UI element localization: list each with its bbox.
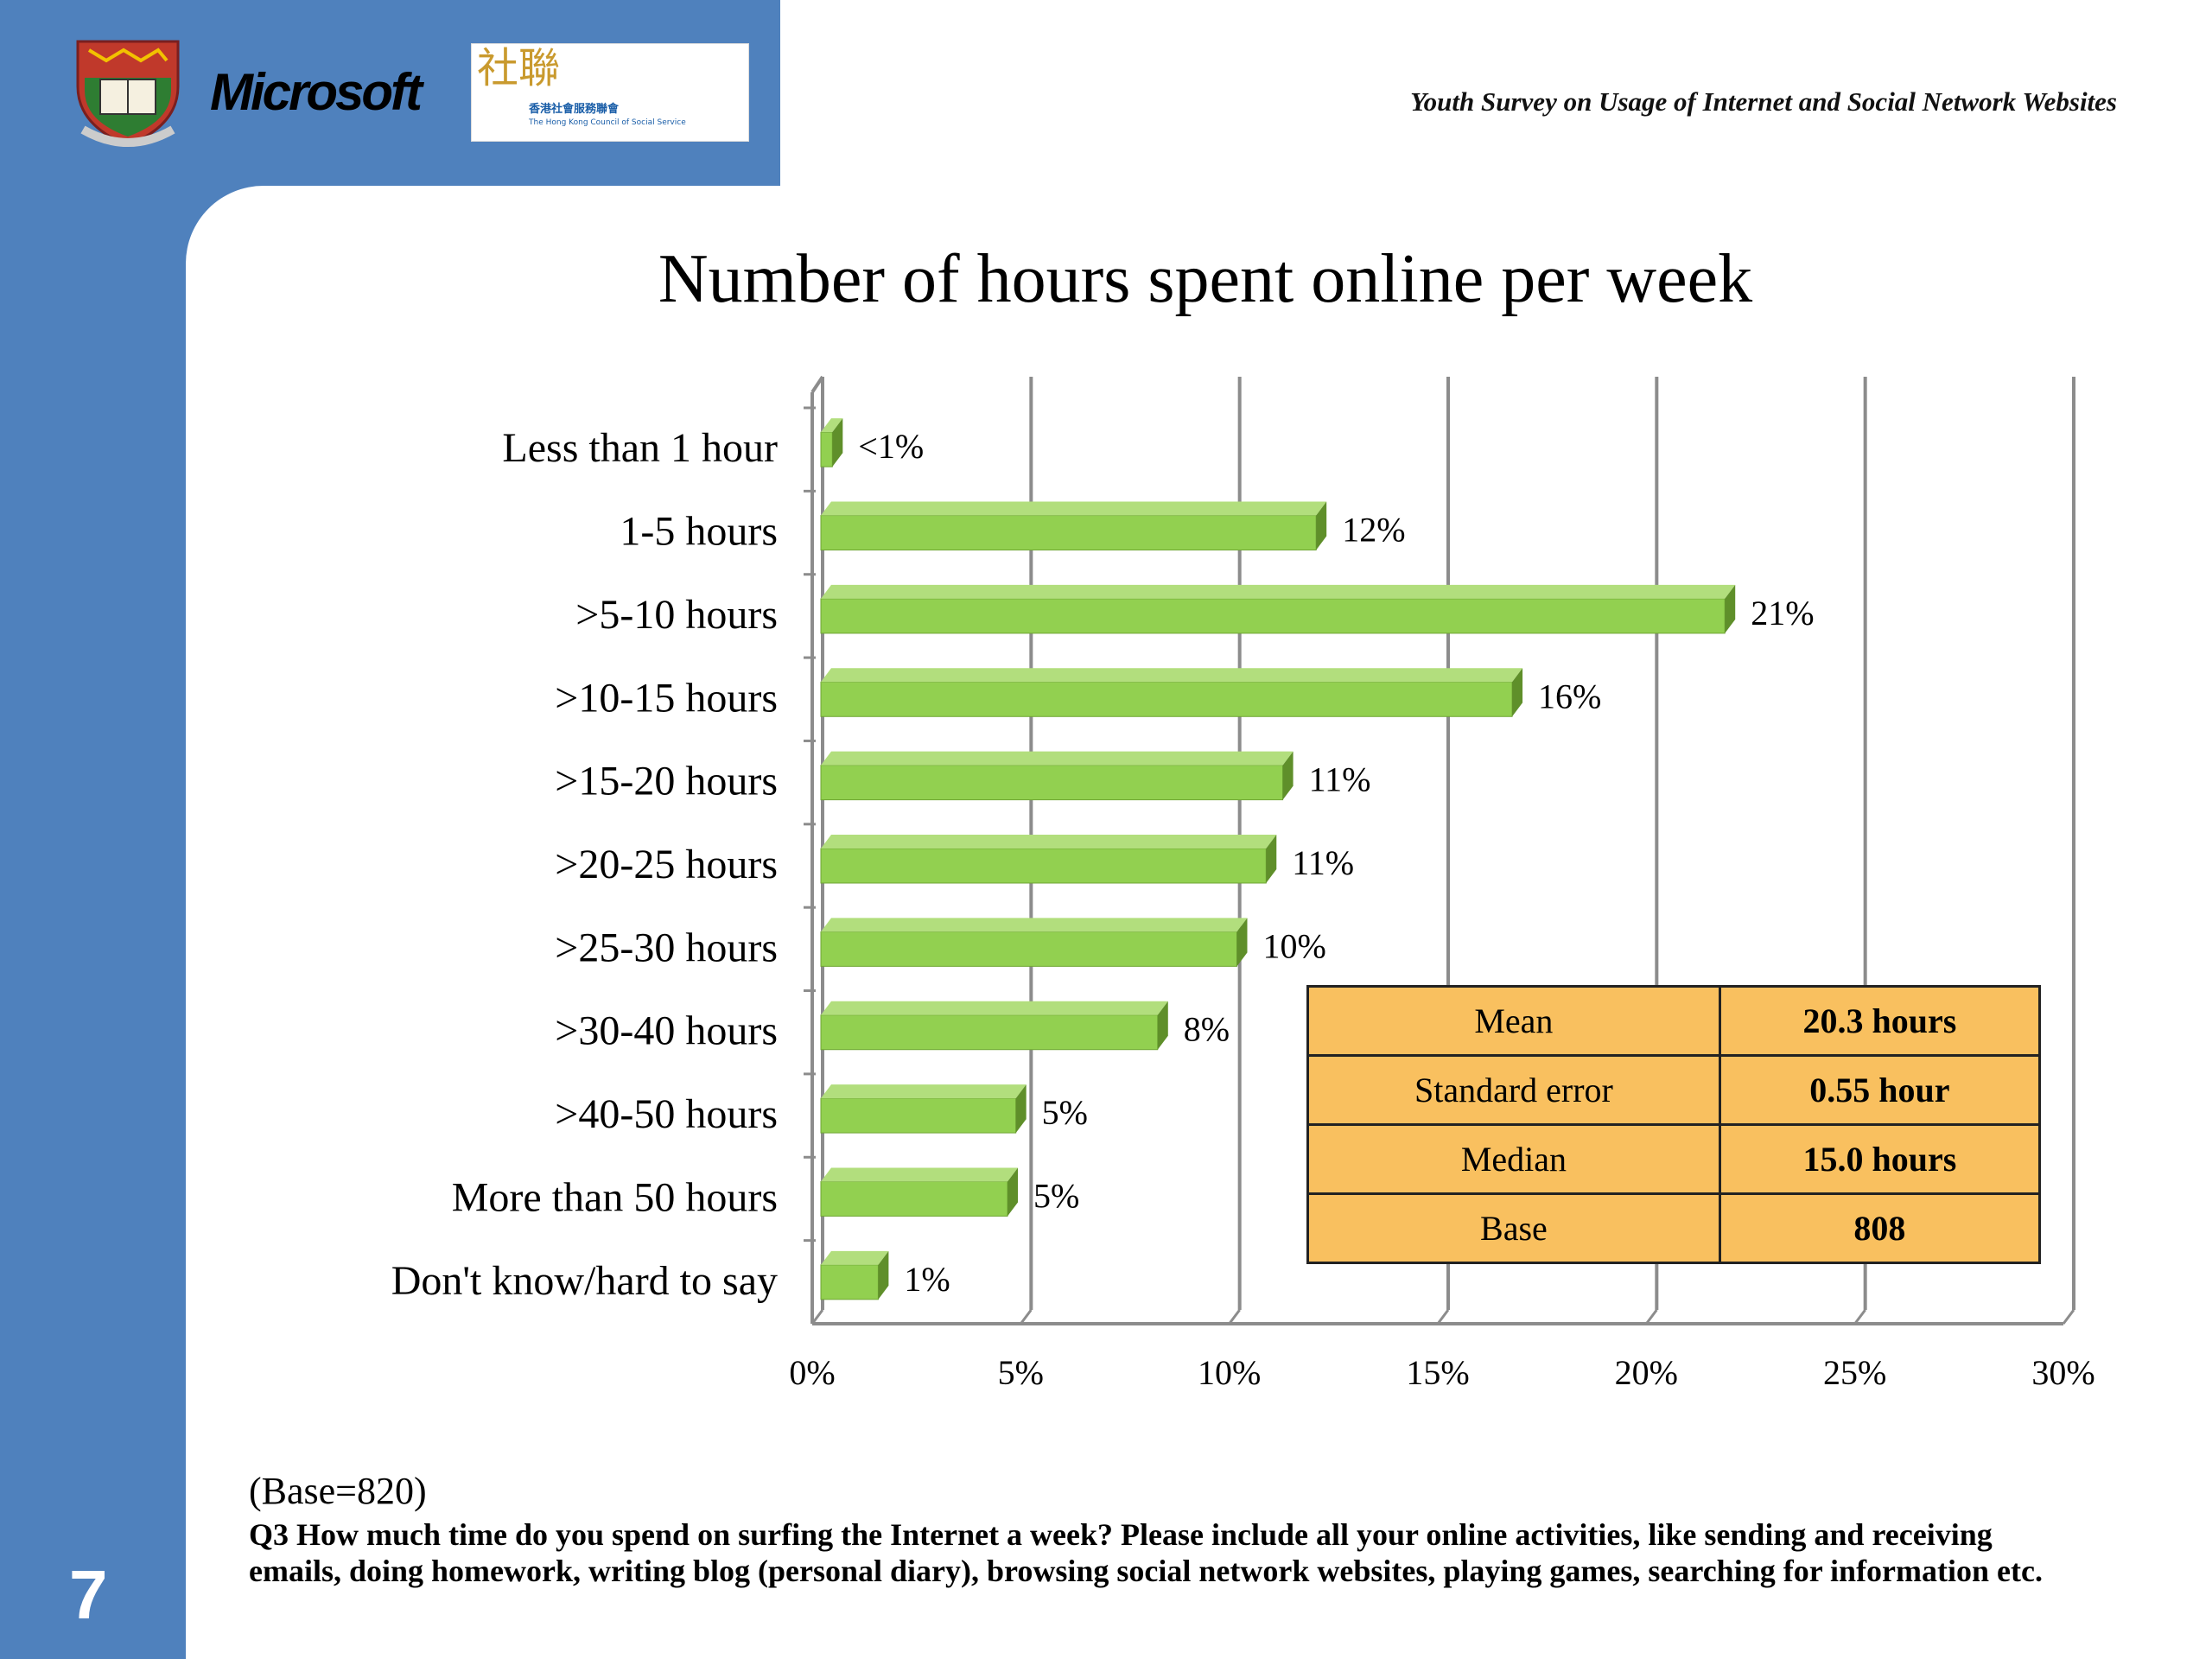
- header-background: [780, 0, 2212, 186]
- slide-number: 7: [69, 1556, 108, 1633]
- slide-content-area: [186, 186, 2212, 1659]
- stats-value: 808: [1718, 1192, 2042, 1264]
- stats-label: Base: [1306, 1192, 1721, 1264]
- stats-value: 20.3 hours: [1718, 985, 2042, 1057]
- base-note: (Base=820): [249, 1470, 427, 1512]
- stats-value: 15.0 hours: [1718, 1123, 2042, 1195]
- microsoft-logo: Microsoft: [210, 63, 423, 121]
- stats-label: Mean: [1306, 985, 1721, 1057]
- hku-crest-logo: [76, 40, 180, 147]
- hkcss-logo-chinese-name: 香港社會服務聯會: [529, 103, 620, 116]
- stats-label: Median: [1306, 1123, 1721, 1195]
- stats-value: 0.55 hour: [1718, 1054, 2042, 1126]
- hkcss-logo-mark: 社聯: [477, 44, 561, 92]
- stats-row-mean: Mean 20.3 hours: [1306, 985, 2042, 1057]
- hkcss-logo: 社聯 香港社會服務聯會 The Hong Kong Council of Soc…: [471, 43, 749, 142]
- stats-row-base: Base 808: [1306, 1192, 2042, 1264]
- stats-row-standard-error: Standard error 0.55 hour: [1306, 1054, 2042, 1126]
- survey-title: Youth Survey on Usage of Internet and So…: [1410, 86, 2117, 117]
- stats-row-median: Median 15.0 hours: [1306, 1123, 2042, 1195]
- chart-title: Number of hours spent online per week: [658, 241, 1753, 317]
- question-text: Q3 How much time do you spend on surfing…: [249, 1517, 2043, 1588]
- stats-table: Mean 20.3 hours Standard error 0.55 hour…: [1306, 985, 2042, 1264]
- stats-label: Standard error: [1306, 1054, 1721, 1126]
- hkcss-logo-english-name: The Hong Kong Council of Social Service: [529, 118, 686, 127]
